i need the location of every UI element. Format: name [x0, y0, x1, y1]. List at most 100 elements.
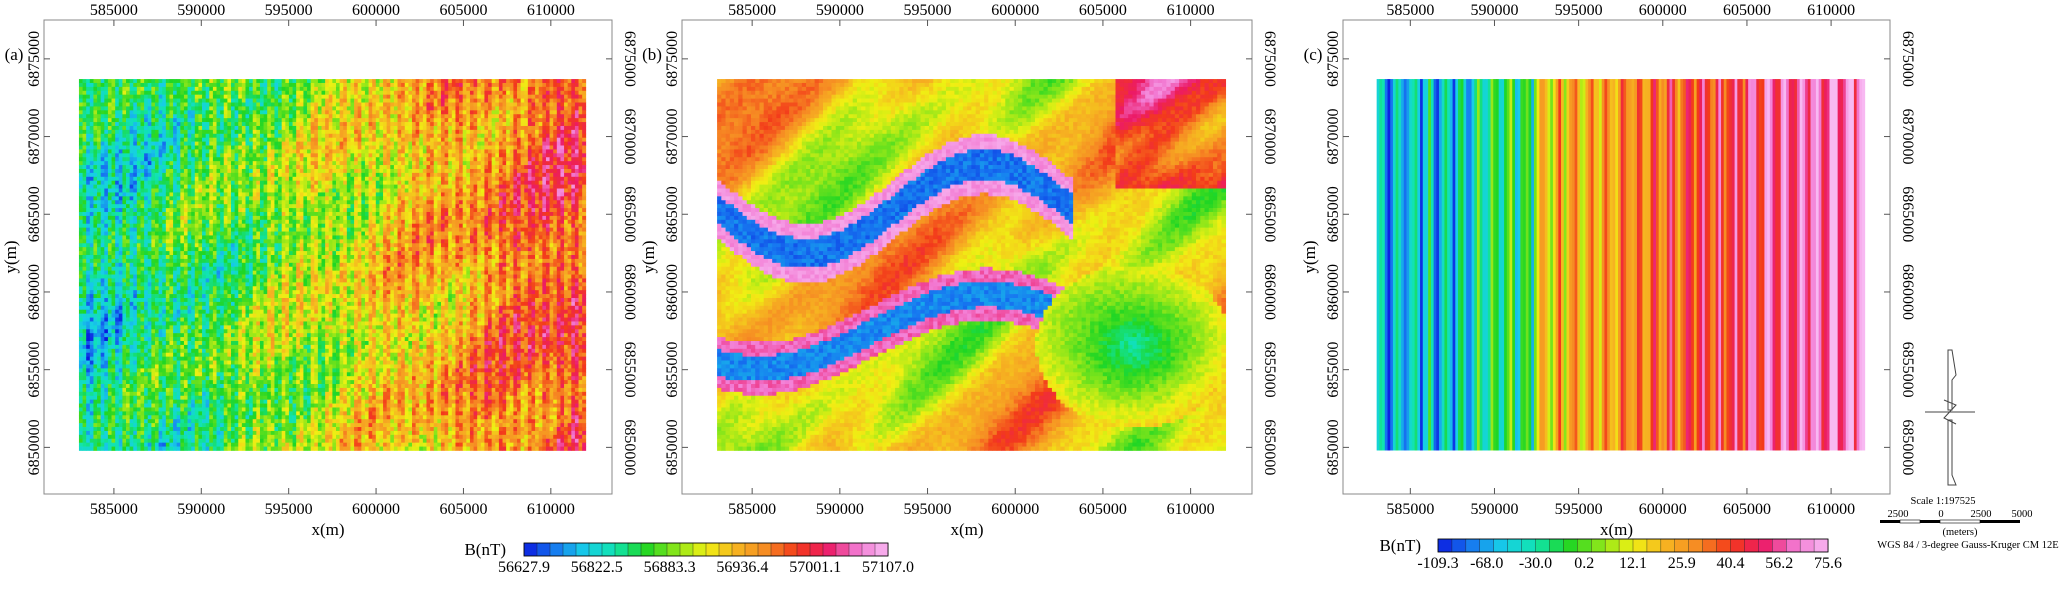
- grid-cell: [245, 118, 249, 122]
- grid-cell: [488, 110, 492, 114]
- grid-cell: [568, 106, 572, 110]
- grid-cell: [242, 208, 246, 212]
- grid-cell: [347, 99, 351, 103]
- grid-cell: [329, 169, 333, 173]
- grid-cell: [503, 196, 507, 200]
- grid-cell: [264, 134, 268, 138]
- grid-cell: [311, 216, 315, 220]
- grid-cell: [539, 161, 543, 165]
- grid-cell: [426, 216, 430, 220]
- grid-cell: [369, 134, 373, 138]
- grid-cell: [546, 157, 550, 161]
- grid-cell: [119, 212, 123, 216]
- grid-cell: [408, 204, 412, 208]
- grid-cell: [539, 185, 543, 189]
- grid-cell: [93, 106, 97, 110]
- grid-cell: [416, 130, 420, 134]
- grid-cell: [159, 165, 163, 169]
- grid-cell: [188, 196, 192, 200]
- grid-cell: [506, 208, 510, 212]
- grid-cell: [513, 196, 517, 200]
- grid-cell: [307, 87, 311, 91]
- grid-cell: [264, 196, 268, 200]
- grid-cell: [419, 114, 423, 118]
- grid-cell: [542, 204, 546, 208]
- grid-cell: [307, 177, 311, 181]
- grid-cell: [459, 91, 463, 95]
- grid-cell: [332, 134, 336, 138]
- grid-cell: [564, 134, 568, 138]
- grid-cell: [249, 146, 253, 150]
- grid-cell: [350, 130, 354, 134]
- grid-cell: [311, 161, 315, 165]
- grid-cell: [459, 212, 463, 216]
- grid-cell: [571, 138, 575, 142]
- grid-cell: [162, 91, 166, 95]
- grid-cell: [256, 157, 260, 161]
- grid-cell: [481, 192, 485, 196]
- grid-cell: [492, 161, 496, 165]
- grid-cell: [238, 157, 242, 161]
- grid-cell: [325, 157, 329, 161]
- grid-cell: [264, 173, 268, 177]
- grid-cell: [271, 106, 275, 110]
- grid-cell: [401, 114, 405, 118]
- grid-cell: [379, 185, 383, 189]
- grid-cell: [506, 118, 510, 122]
- grid-cell: [217, 149, 221, 153]
- grid-cell: [521, 173, 525, 177]
- grid-cell: [564, 212, 568, 216]
- grid-cell: [249, 212, 253, 216]
- grid-cell: [318, 114, 322, 118]
- grid-cell: [79, 173, 83, 177]
- grid-cell: [130, 165, 134, 169]
- grid-cell: [79, 126, 83, 130]
- grid-cell: [448, 196, 452, 200]
- grid-cell: [303, 99, 307, 103]
- grid-cell: [180, 126, 184, 130]
- grid-cell: [354, 185, 358, 189]
- grid-cell: [83, 177, 87, 181]
- grid-cell: [394, 138, 398, 142]
- grid-cell: [387, 173, 391, 177]
- grid-cell: [412, 126, 416, 130]
- grid-cell: [159, 138, 163, 142]
- grid-cell: [521, 126, 525, 130]
- grid-cell: [539, 212, 543, 216]
- grid-cell: [126, 153, 130, 157]
- grid-cell: [238, 114, 242, 118]
- grid-cell: [155, 91, 159, 95]
- grid-cell: [166, 79, 170, 83]
- grid-cell: [296, 189, 300, 193]
- grid-cell: [311, 87, 315, 91]
- grid-cell: [361, 110, 365, 114]
- grid-cell: [499, 169, 503, 173]
- grid-cell: [484, 126, 488, 130]
- grid-cell: [430, 204, 434, 208]
- grid-cell: [188, 157, 192, 161]
- grid-cell: [162, 216, 166, 220]
- grid-cell: [245, 95, 249, 99]
- grid-cell: [419, 87, 423, 91]
- grid-cell: [227, 208, 231, 212]
- grid-cell: [119, 126, 123, 130]
- grid-cell: [423, 87, 427, 91]
- grid-cell: [423, 165, 427, 169]
- grid-cell: [260, 79, 264, 83]
- grid-cell: [347, 149, 351, 153]
- grid-cell: [314, 216, 318, 220]
- grid-cell: [322, 130, 326, 134]
- grid-cell: [195, 200, 199, 204]
- grid-cell: [104, 185, 108, 189]
- grid-cell: [325, 138, 329, 142]
- grid-cell: [180, 91, 184, 95]
- grid-cell: [350, 118, 354, 122]
- grid-cell: [401, 149, 405, 153]
- grid-cell: [180, 185, 184, 189]
- grid-cell: [90, 142, 94, 146]
- grid-cell: [524, 118, 528, 122]
- grid-cell: [557, 185, 561, 189]
- grid-cell: [195, 208, 199, 212]
- grid-cell: [169, 126, 173, 130]
- grid-cell: [79, 189, 83, 193]
